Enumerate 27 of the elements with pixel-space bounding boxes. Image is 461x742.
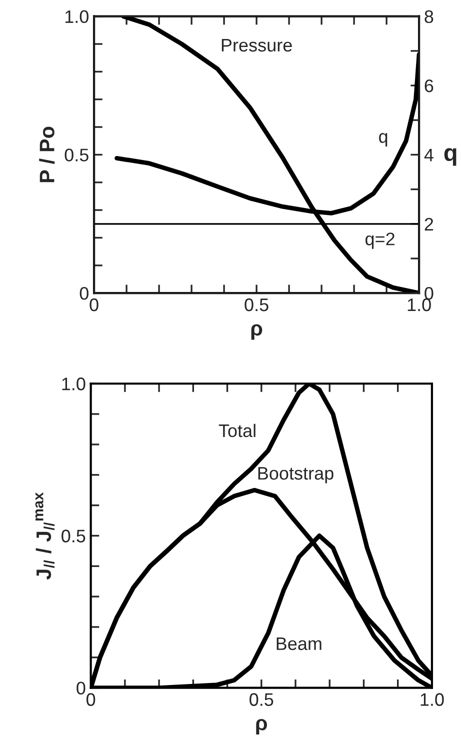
y-axis-title: P / Po [39,126,55,182]
y-axis-title: J$_{//}$ / J$_{//}$$^{max}$ [35,492,55,580]
y-tick-label: 0 [76,682,86,695]
x-axis-title: ρ [256,718,268,734]
series-label: Total [218,424,256,438]
y2-tick-label: 6 [424,79,434,92]
y2-tick-label: 2 [424,218,434,230]
series-label: Bootstrap [258,467,334,484]
series-label: q [379,133,388,147]
x-axis-title: ρ [251,324,262,340]
y2-tick-label: 4 [424,148,434,162]
x-tick-label: 1.0 [408,298,431,312]
series-label: Beam [276,637,322,650]
x-tick-label: 0.5 [244,298,268,312]
y2-tick-label: 0 [424,287,434,300]
y-tick-label: 0 [80,287,88,300]
x-tick-label: 1.0 [420,693,444,706]
x-tick-label: 0 [90,298,98,312]
series-label: Pressure [222,39,292,52]
y-tick-label: 1.0 [65,10,88,24]
y-tick-label: 0.5 [62,530,86,542]
x-tick-label: 0.5 [250,693,274,706]
y-tick-label: 1.0 [62,378,86,390]
ref-line-label: q=2 [365,232,394,249]
y2-axis-title: q [444,148,456,166]
y-tick-label: 0.5 [64,148,88,162]
y2-tick-label: 8 [424,10,434,24]
